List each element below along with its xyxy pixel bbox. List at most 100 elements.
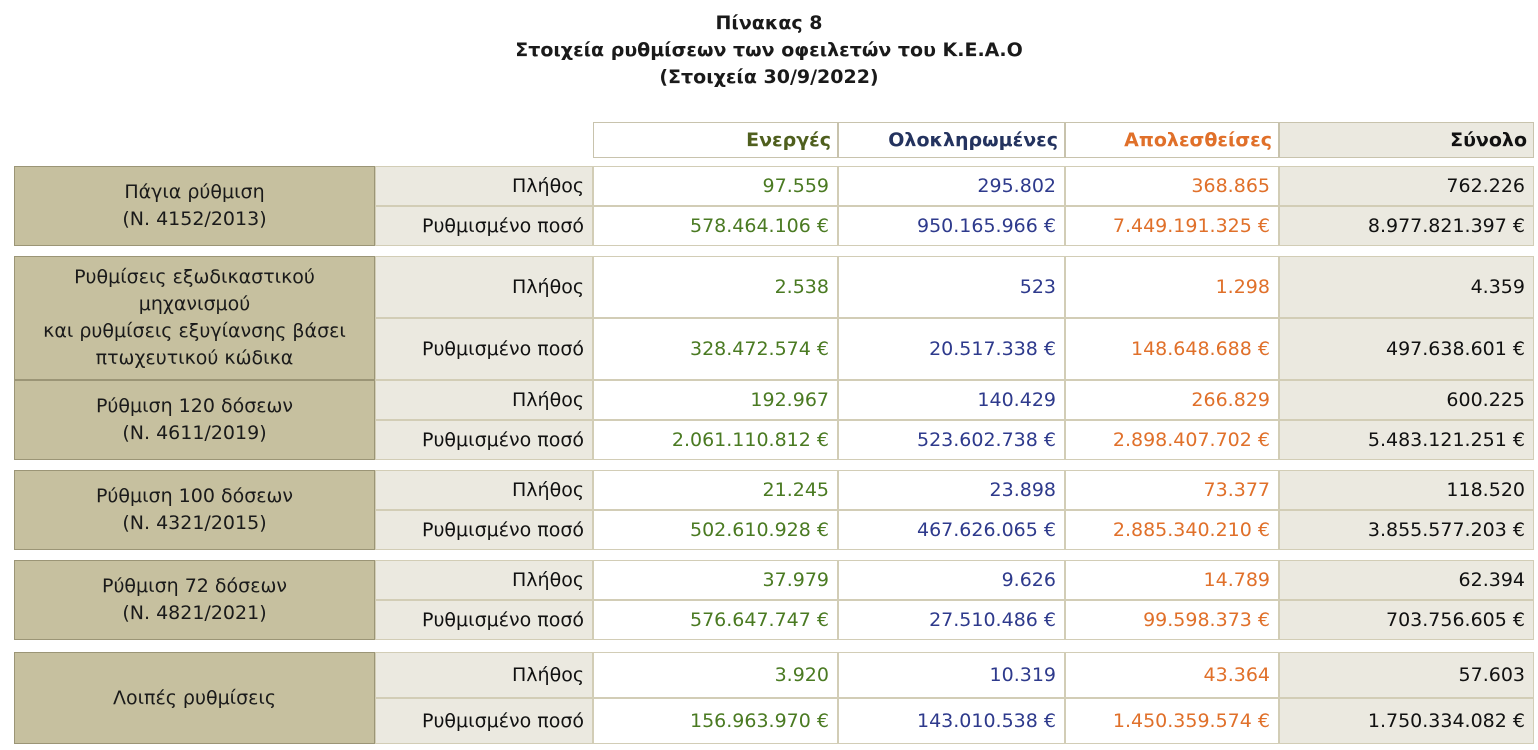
cell-completed: 950.165.966 €	[838, 206, 1065, 246]
cell-total: 8.977.821.397 €	[1279, 206, 1534, 246]
cell-completed: 140.429	[838, 380, 1065, 420]
table-row-count: Πλήθος 2.538 523 1.298 4.359	[375, 256, 1534, 318]
cell-metric: Πλήθος	[375, 166, 593, 206]
table-row-amount: Ρυθμισμένο ποσό 328.472.574 €20.517.338 €…	[375, 318, 1534, 380]
arrangement-group: Ρύθμιση 72 δόσεων (Ν. 4821/2021) Πλήθος 37.…	[14, 560, 1534, 640]
cell-metric: Πλήθος	[375, 380, 593, 420]
arrangement-label-line: (Ν. 4611/2019)	[122, 422, 267, 444]
cell-total: 118.520	[1279, 470, 1534, 510]
cell-completed: 9.626	[838, 560, 1065, 600]
cell-total: 5.483.121.251 €	[1279, 420, 1534, 460]
cell-lost: 2.898.407.702 €	[1065, 420, 1279, 460]
arrangement-label-line: (Ν. 4821/2021)	[122, 602, 267, 624]
cell-lost: 148.648.688 €	[1065, 318, 1279, 380]
arrangement-label-line: Ρύθμιση 120 δόσεων	[95, 395, 294, 417]
cell-lost: 99.598.373 €	[1065, 600, 1279, 640]
arrangement-label-line: Ρύθμιση 72 δόσεων	[101, 575, 288, 597]
arrangement-label: Λοιπές ρυθμίσεις	[14, 652, 375, 744]
arrangement-label-line: (Ν. 4321/2015)	[122, 512, 267, 534]
cell-metric: Ρυθμισμένο ποσό	[375, 600, 593, 640]
cell-total: 4.359	[1279, 256, 1534, 318]
arrangement-label-line: και ρυθμίσεις εξυγίανσης βάσει	[43, 320, 346, 342]
cell-total: 1.750.334.082 €	[1279, 698, 1534, 744]
cell-completed: 143.010.538 €	[838, 698, 1065, 744]
cell-metric: Ρυθμισμένο ποσό	[375, 420, 593, 460]
arrangement-label: Ρύθμιση 72 δόσεων (Ν. 4821/2021)	[14, 560, 375, 640]
cell-active: 21.245	[593, 470, 838, 510]
column-header-completed: Ολοκληρωμένες	[838, 122, 1065, 158]
cell-lost: 7.449.191.325 €	[1065, 206, 1279, 246]
arrangement-group: Ρύθμιση 120 δόσεων (Ν. 4611/2019) Πλήθος 19…	[14, 380, 1534, 460]
title-line-1: Πίνακας 8	[715, 12, 823, 34]
table-row-amount: Ρυθμισμένο ποσό 578.464.106 €950.165.966 …	[375, 206, 1534, 246]
cell-lost: 73.377	[1065, 470, 1279, 510]
cell-metric: Ρυθμισμένο ποσό	[375, 510, 593, 550]
arrangement-label-line: Ρύθμιση 100 δόσεων	[95, 485, 294, 507]
column-header-active: Ενεργές	[593, 122, 838, 158]
arrangement-label-line: (Ν. 4152/2013)	[122, 208, 267, 230]
cell-total: 600.225	[1279, 380, 1534, 420]
cell-completed: 10.319	[838, 652, 1065, 698]
cell-metric: Ρυθμισμένο ποσό	[375, 318, 593, 380]
column-header-total: Σύνολο	[1279, 122, 1534, 158]
cell-lost: 266.829	[1065, 380, 1279, 420]
table-row-count: Πλήθος 192.967 140.429 266.829 600.225	[375, 380, 1534, 420]
cell-active: 576.647.747 €	[593, 600, 838, 640]
cell-completed: 295.802	[838, 166, 1065, 206]
cell-lost: 368.865	[1065, 166, 1279, 206]
cell-active: 97.559	[593, 166, 838, 206]
cell-metric: Πλήθος	[375, 560, 593, 600]
table-row-amount: Ρυθμισμένο ποσό 156.963.970 €143.010.538 …	[375, 698, 1534, 744]
cell-active: 2.538	[593, 256, 838, 318]
table-title: Πίνακας 8 Στοιχεία ρυθμίσεων των οφειλετ…	[0, 10, 1538, 91]
cell-total: 762.226	[1279, 166, 1534, 206]
table-row-count: Πλήθος 37.979 9.626 14.789 62.394	[375, 560, 1534, 600]
cell-lost: 1.450.359.574 €	[1065, 698, 1279, 744]
arrangement-label-line: Λοιπές ρυθμίσεις	[112, 686, 277, 709]
cell-active: 2.061.110.812 €	[593, 420, 838, 460]
cell-lost: 1.298	[1065, 256, 1279, 318]
arrangement-group: Ρυθμίσεις εξωδικαστικού μηχανισμού και ρυθ…	[14, 256, 1534, 380]
cell-completed: 467.626.065 €	[838, 510, 1065, 550]
arrangement-label: Ρύθμιση 100 δόσεων (Ν. 4321/2015)	[14, 470, 375, 550]
cell-total: 497.638.601 €	[1279, 318, 1534, 380]
arrangement-label-line: μηχανισμού	[138, 293, 251, 315]
arrangement-label: Ρυθμίσεις εξωδικαστικού μηχανισμού και ρυθ…	[14, 256, 375, 380]
cell-active: 578.464.106 €	[593, 206, 838, 246]
column-header-lost: Απολεσθείσες	[1065, 122, 1279, 158]
title-line-3: (Στοιχεία 30/9/2022)	[659, 66, 879, 88]
arrangement-group: Ρύθμιση 100 δόσεων (Ν. 4321/2015) Πλήθος 21…	[14, 470, 1534, 550]
table-row-count: Πλήθος 21.245 23.898 73.377 118.520	[375, 470, 1534, 510]
cell-completed: 20.517.338 €	[838, 318, 1065, 380]
cell-lost: 43.364	[1065, 652, 1279, 698]
arrangement-label: Πάγια ρύθμιση (Ν. 4152/2013)	[14, 166, 375, 246]
table-row-amount: Ρυθμισμένο ποσό 576.647.747 €27.510.486 €…	[375, 600, 1534, 640]
cell-total: 703.756.605 €	[1279, 600, 1534, 640]
cell-active: 37.979	[593, 560, 838, 600]
cell-metric: Πλήθος	[375, 256, 593, 318]
cell-active: 328.472.574 €	[593, 318, 838, 380]
cell-completed: 523.602.738 €	[838, 420, 1065, 460]
cell-active: 3.920	[593, 652, 838, 698]
cell-total: 57.603	[1279, 652, 1534, 698]
table-row-amount: Ρυθμισμένο ποσό 2.061.110.812 €523.602.73…	[375, 420, 1534, 460]
arrangement-group: Λοιπές ρυθμίσεις Πλήθος 3.920 10.319 43.364 5…	[14, 652, 1534, 744]
arrangement-label-line: πτωχευτικού κώδικα	[95, 347, 294, 369]
cell-metric: Ρυθμισμένο ποσό	[375, 206, 593, 246]
cell-metric: Πλήθος	[375, 470, 593, 510]
arrangement-group: Πάγια ρύθμιση (Ν. 4152/2013) Πλήθος 97.559 2…	[14, 166, 1534, 246]
cell-completed: 523	[838, 256, 1065, 318]
cell-lost: 14.789	[1065, 560, 1279, 600]
cell-active: 156.963.970 €	[593, 698, 838, 744]
table-row-amount: Ρυθμισμένο ποσό 502.610.928 €467.626.065 …	[375, 510, 1534, 550]
arrangement-label-line: Ρυθμίσεις εξωδικαστικού	[74, 266, 315, 288]
cell-metric: Πλήθος	[375, 652, 593, 698]
cell-completed: 27.510.486 €	[838, 600, 1065, 640]
cell-total: 3.855.577.203 €	[1279, 510, 1534, 550]
arrangement-label: Ρύθμιση 120 δόσεων (Ν. 4611/2019)	[14, 380, 375, 460]
table-row-count: Πλήθος 3.920 10.319 43.364 57.603	[375, 652, 1534, 698]
cell-active: 192.967	[593, 380, 838, 420]
cell-completed: 23.898	[838, 470, 1065, 510]
arrangement-label-line: Πάγια ρύθμιση	[124, 181, 265, 203]
table-row-count: Πλήθος 97.559 295.802 368.865 762.226	[375, 166, 1534, 206]
